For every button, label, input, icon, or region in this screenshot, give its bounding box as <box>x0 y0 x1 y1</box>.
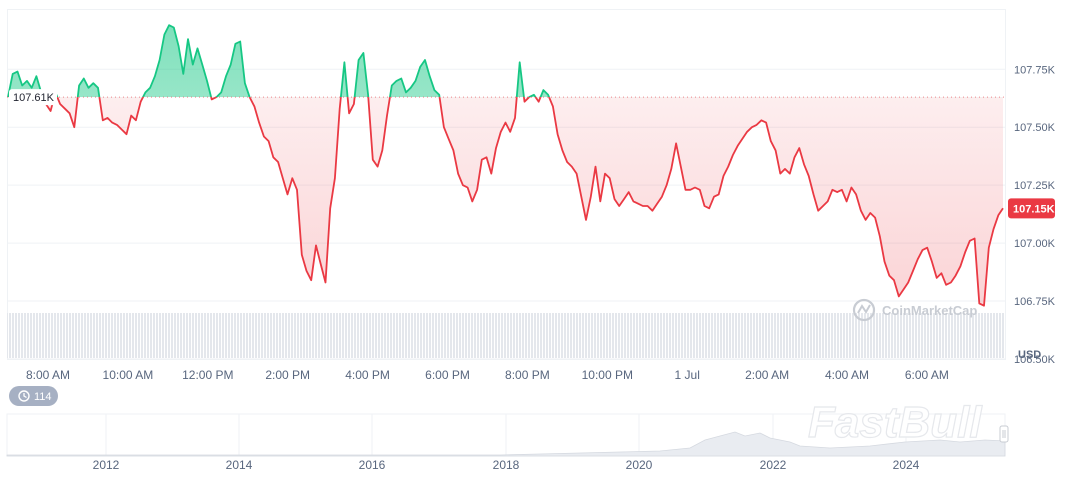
x-tick-label: 10:00 AM <box>103 368 154 382</box>
navigator-handle[interactable] <box>999 425 1009 443</box>
price-line-up <box>7 24 551 98</box>
y-tick-label: 106.50K <box>1014 354 1056 366</box>
svg-text:107.61K: 107.61K <box>13 92 55 104</box>
y-tick-label: 107.50K <box>1014 122 1056 134</box>
area-below-reference <box>8 97 1003 306</box>
reference-label: 107.61K <box>9 89 57 106</box>
x-tick-label: 4:00 PM <box>345 368 390 382</box>
x-tick-label: 2:00 PM <box>265 368 310 382</box>
history-count: 114 <box>34 391 52 403</box>
x-tick-label: 4:00 AM <box>825 368 869 382</box>
navigator[interactable]: 2012 2014 2016 2018 2020 2022 2024 <box>6 413 1009 472</box>
navigator-year-label: 2018 <box>493 458 520 472</box>
y-axis: 107.75K 107.50K 107.25K 107.00K 106.75K 106.5… <box>1014 64 1056 366</box>
svg-text:CoinMarketCap: CoinMarketCap <box>882 303 977 318</box>
history-icon <box>18 390 30 402</box>
y-tick-label: 107.00K <box>1014 238 1056 250</box>
y-tick-label: 107.25K <box>1014 180 1056 192</box>
x-tick-label: 6:00 PM <box>425 368 470 382</box>
current-price-badge: 107.15K <box>1008 198 1055 219</box>
y-axis-unit: USD <box>1018 349 1041 361</box>
x-axis: 8:00 AM 10:00 AM 12:00 PM 2:00 PM 4:00 PM 6:0… <box>26 368 949 382</box>
fastbull-watermark: FastBull <box>808 398 982 447</box>
navigator-series <box>6 431 1006 457</box>
history-badge[interactable]: 114 <box>9 386 58 406</box>
x-tick-label: 12:00 PM <box>182 368 233 382</box>
x-tick-label: 10:00 PM <box>582 368 633 382</box>
navigator-year-label: 2020 <box>626 458 653 472</box>
navigator-year-label: 2014 <box>226 458 253 472</box>
y-tick-label: 107.75K <box>1014 64 1056 76</box>
navigator-year-label: 2012 <box>93 458 120 472</box>
navigator-year-label: 2022 <box>760 458 787 472</box>
svg-text:107.15K: 107.15K <box>1013 203 1055 215</box>
x-tick-label: 8:00 AM <box>26 368 70 382</box>
navigator-year-label: 2024 <box>893 458 920 472</box>
price-line-down <box>7 97 1004 307</box>
x-tick-label: 8:00 PM <box>505 368 550 382</box>
volume-bars <box>7 313 1005 358</box>
y-tick-label: 106.75K <box>1014 296 1056 308</box>
coinmarketcap-watermark: CoinMarketCap <box>852 298 977 322</box>
x-tick-label: 6:00 AM <box>905 368 949 382</box>
x-tick-label: 2:00 AM <box>745 368 789 382</box>
navigator-year-label: 2016 <box>359 458 386 472</box>
x-tick-label: 1 Jul <box>675 368 700 382</box>
